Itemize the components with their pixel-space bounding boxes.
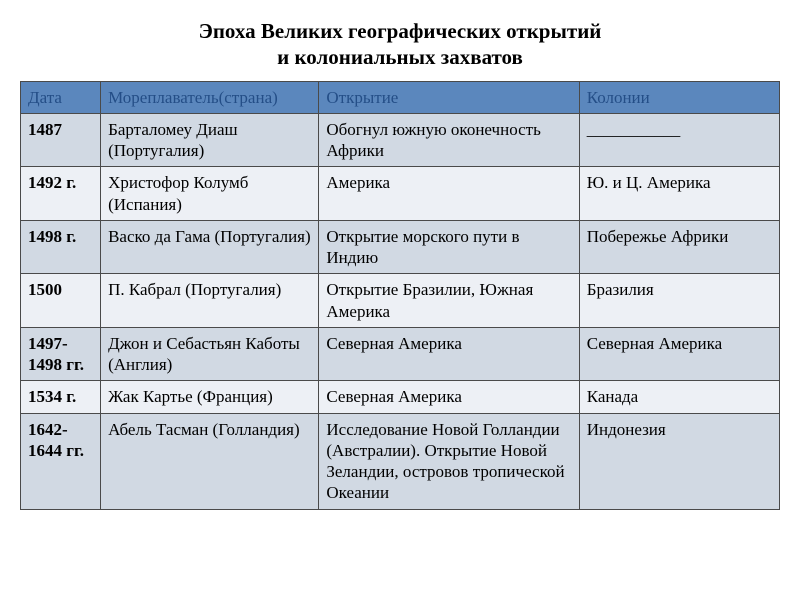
title-line-1: Эпоха Великих географических открытий xyxy=(199,19,602,43)
cell-navigator: П. Кабрал (Португалия) xyxy=(101,274,319,328)
table-row: 1492 г. Христофор Колумб (Испания) Амери… xyxy=(21,167,780,221)
table-row: 1642-1644 гг. Абель Тасман (Голландия) И… xyxy=(21,413,780,509)
table-row: 1500 П. Кабрал (Португалия) Открытие Бра… xyxy=(21,274,780,328)
cell-date: 1498 г. xyxy=(21,220,101,274)
col-date: Дата xyxy=(21,81,101,113)
col-colonies: Колонии xyxy=(579,81,779,113)
cell-date: 1492 г. xyxy=(21,167,101,221)
table-row: 1534 г. Жак Картье (Франция) Северная Ам… xyxy=(21,381,780,413)
col-discovery: Открытие xyxy=(319,81,579,113)
cell-colonies: Бразилия xyxy=(579,274,779,328)
cell-navigator: Жак Картье (Франция) xyxy=(101,381,319,413)
cell-discovery: Исследование Новой Голландии (Австралии)… xyxy=(319,413,579,509)
cell-discovery: Северная Америка xyxy=(319,381,579,413)
cell-navigator: Абель Тасман (Голландия) xyxy=(101,413,319,509)
cell-colonies: Индонезия xyxy=(579,413,779,509)
cell-date: 1497-1498 гг. xyxy=(21,327,101,381)
cell-date: 1534 г. xyxy=(21,381,101,413)
cell-discovery: Открытие Бразилии, Южная Америка xyxy=(319,274,579,328)
cell-date: 1642-1644 гг. xyxy=(21,413,101,509)
table-header-row: Дата Мореплаватель(страна) Открытие Коло… xyxy=(21,81,780,113)
cell-discovery: Обогнул южную оконечность Африки xyxy=(319,113,579,167)
table-row: 1497-1498 гг. Джон и Себастьян Каботы (А… xyxy=(21,327,780,381)
cell-colonies: Канада xyxy=(579,381,779,413)
cell-date: 1500 xyxy=(21,274,101,328)
cell-navigator: Христофор Колумб (Испания) xyxy=(101,167,319,221)
table-body: 1487 Барталомеу Диаш (Португалия) Обогну… xyxy=(21,113,780,509)
cell-colonies: Северная Америка xyxy=(579,327,779,381)
discoveries-table: Дата Мореплаватель(страна) Открытие Коло… xyxy=(20,81,780,510)
cell-colonies: ___________ xyxy=(579,113,779,167)
table-row: 1487 Барталомеу Диаш (Португалия) Обогну… xyxy=(21,113,780,167)
page-title: Эпоха Великих географических открытий и … xyxy=(20,18,780,71)
cell-navigator: Джон и Себастьян Каботы (Англия) xyxy=(101,327,319,381)
cell-navigator: Васко да Гама (Португалия) xyxy=(101,220,319,274)
table-row: 1498 г. Васко да Гама (Португалия) Откры… xyxy=(21,220,780,274)
page: Эпоха Великих географических открытий и … xyxy=(0,0,800,600)
cell-discovery: Америка xyxy=(319,167,579,221)
cell-colonies: Побережье Африки xyxy=(579,220,779,274)
col-navigator: Мореплаватель(страна) xyxy=(101,81,319,113)
cell-date: 1487 xyxy=(21,113,101,167)
title-line-2: и колониальных захватов xyxy=(277,45,523,69)
cell-colonies: Ю. и Ц. Америка xyxy=(579,167,779,221)
cell-discovery: Открытие морского пути в Индию xyxy=(319,220,579,274)
cell-discovery: Северная Америка xyxy=(319,327,579,381)
cell-navigator: Барталомеу Диаш (Португалия) xyxy=(101,113,319,167)
